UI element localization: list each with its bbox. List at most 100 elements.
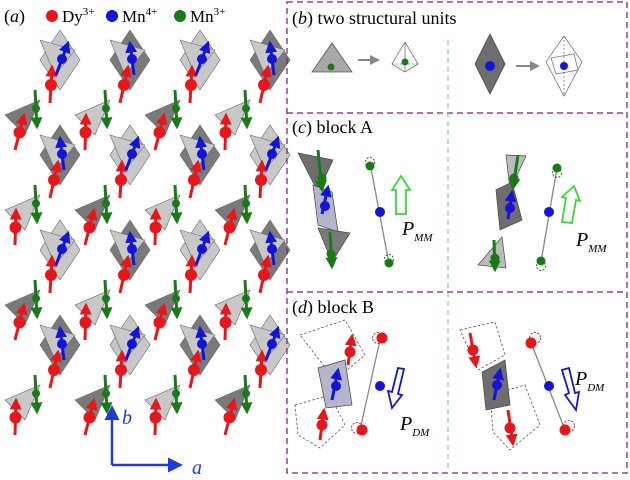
dy-ion	[45, 269, 57, 281]
frame-border	[286, 1, 628, 474]
mn4-ion	[197, 244, 207, 254]
dy-ion	[258, 269, 270, 281]
panel-c: (c) block A PMM	[292, 117, 607, 273]
dy-ion	[115, 174, 127, 186]
pdm-arrow-right	[560, 366, 581, 413]
legend-dy-label: Dy3+	[62, 6, 95, 26]
dy-ion	[188, 364, 200, 376]
mn3-ion	[242, 389, 250, 398]
mn4-ion	[127, 149, 137, 159]
block-a-right-structure	[477, 154, 527, 273]
dy-ion	[83, 221, 96, 234]
mn4-ion	[127, 54, 137, 64]
mn3-ion	[242, 199, 250, 208]
mn3-ion	[242, 294, 250, 303]
bipyramid-3d	[391, 41, 419, 73]
bond-mn3-top	[365, 161, 375, 171]
mn3-ion	[102, 294, 110, 303]
mn4-ion	[267, 149, 277, 159]
dy-ion	[45, 79, 57, 91]
block-b-right-structure	[459, 321, 541, 451]
dy-ion	[153, 316, 166, 329]
panel-c-title: (c) block A	[292, 117, 373, 138]
mn3-ion	[172, 389, 180, 398]
dy-ion	[219, 316, 232, 329]
dy-ion	[185, 269, 197, 281]
dy-ion	[149, 221, 162, 234]
dy-ion	[115, 364, 127, 376]
mn3-ion	[32, 389, 40, 398]
mn3-ion	[32, 199, 40, 208]
mn4-ion	[127, 244, 137, 254]
panel-a-label: (a)	[4, 6, 25, 27]
legend: Dy3+ Mn4+ Mn3+	[46, 6, 225, 26]
block-a-left-bonds	[365, 157, 412, 268]
mn3-ion	[172, 199, 180, 208]
legend-dy-marker	[46, 10, 58, 22]
block-b-left-structure	[294, 319, 366, 449]
legend-mn3-label: Mn3+	[190, 6, 225, 26]
dy-ion	[118, 79, 130, 91]
dy-ion	[13, 126, 26, 139]
mn4-ion	[57, 339, 67, 349]
mn4-ion	[267, 244, 277, 254]
pmm-arrow-right	[560, 184, 582, 224]
dy-ion	[255, 364, 267, 376]
mn4-ion	[197, 54, 207, 64]
legend-mn4-label: Mn4+	[122, 6, 157, 26]
dy-ion	[79, 316, 92, 329]
pmm-label-left: PMM	[401, 218, 433, 244]
a-axis-label: a	[192, 457, 202, 479]
dy-ion	[83, 411, 96, 424]
mn3-ion	[102, 104, 110, 113]
mn3-ion	[32, 104, 40, 113]
panel-d-title: (d) block B	[292, 297, 374, 318]
legend-mn3-marker	[174, 10, 186, 22]
dy-ion	[118, 269, 130, 281]
mn4-ion	[197, 149, 207, 159]
pmm-arrow-left	[390, 174, 412, 215]
panel-d: (d) block B PDM	[292, 297, 605, 451]
mn4-ion	[267, 339, 277, 349]
block-b-left-bonds	[351, 332, 406, 436]
block-b-right-bonds	[525, 332, 581, 436]
crystal-axes: b a	[104, 405, 202, 479]
mn4-ion	[57, 244, 67, 254]
pdm-label-right: PDM	[574, 368, 605, 394]
dy-ion	[79, 126, 92, 139]
diamond-unit-mn4	[485, 61, 495, 71]
dy-ion	[255, 174, 267, 186]
dy-ion	[258, 79, 270, 91]
block-a-left-structure	[297, 149, 351, 270]
pmm-label-right: PMM	[575, 229, 607, 255]
dy-ion	[223, 411, 236, 424]
dy-ion	[188, 174, 200, 186]
mn3-ion	[32, 294, 40, 303]
dy-ion	[153, 126, 166, 139]
panel-b: (b) two structural units	[292, 8, 583, 97]
mn4-ion	[57, 149, 67, 159]
mn3-ion	[102, 199, 110, 208]
mn4-ion	[197, 339, 207, 349]
mn4-ion	[267, 54, 277, 64]
dy-ion	[185, 79, 197, 91]
mn3-ion	[172, 294, 180, 303]
dy-ion	[9, 221, 22, 234]
bipyramid-mn3	[401, 58, 409, 66]
triangle-unit-mn3	[327, 63, 335, 71]
mn3-ion	[242, 104, 250, 113]
mn3-ion	[102, 389, 110, 398]
dy-ion	[48, 364, 60, 376]
dy-ion	[48, 174, 60, 186]
octahedron-mn4	[560, 62, 568, 70]
pdm-arrow-left	[386, 366, 406, 411]
panel-b-title: (b) two structural units	[292, 8, 456, 29]
dy-ion	[13, 316, 26, 329]
mn4-ion	[57, 54, 67, 64]
pdm-label-left: PDM	[399, 413, 430, 439]
bond-mn3-bottom	[384, 258, 394, 268]
dy-ion	[9, 411, 22, 424]
bond-mn4-center	[375, 207, 385, 217]
mn3-ion	[172, 104, 180, 113]
